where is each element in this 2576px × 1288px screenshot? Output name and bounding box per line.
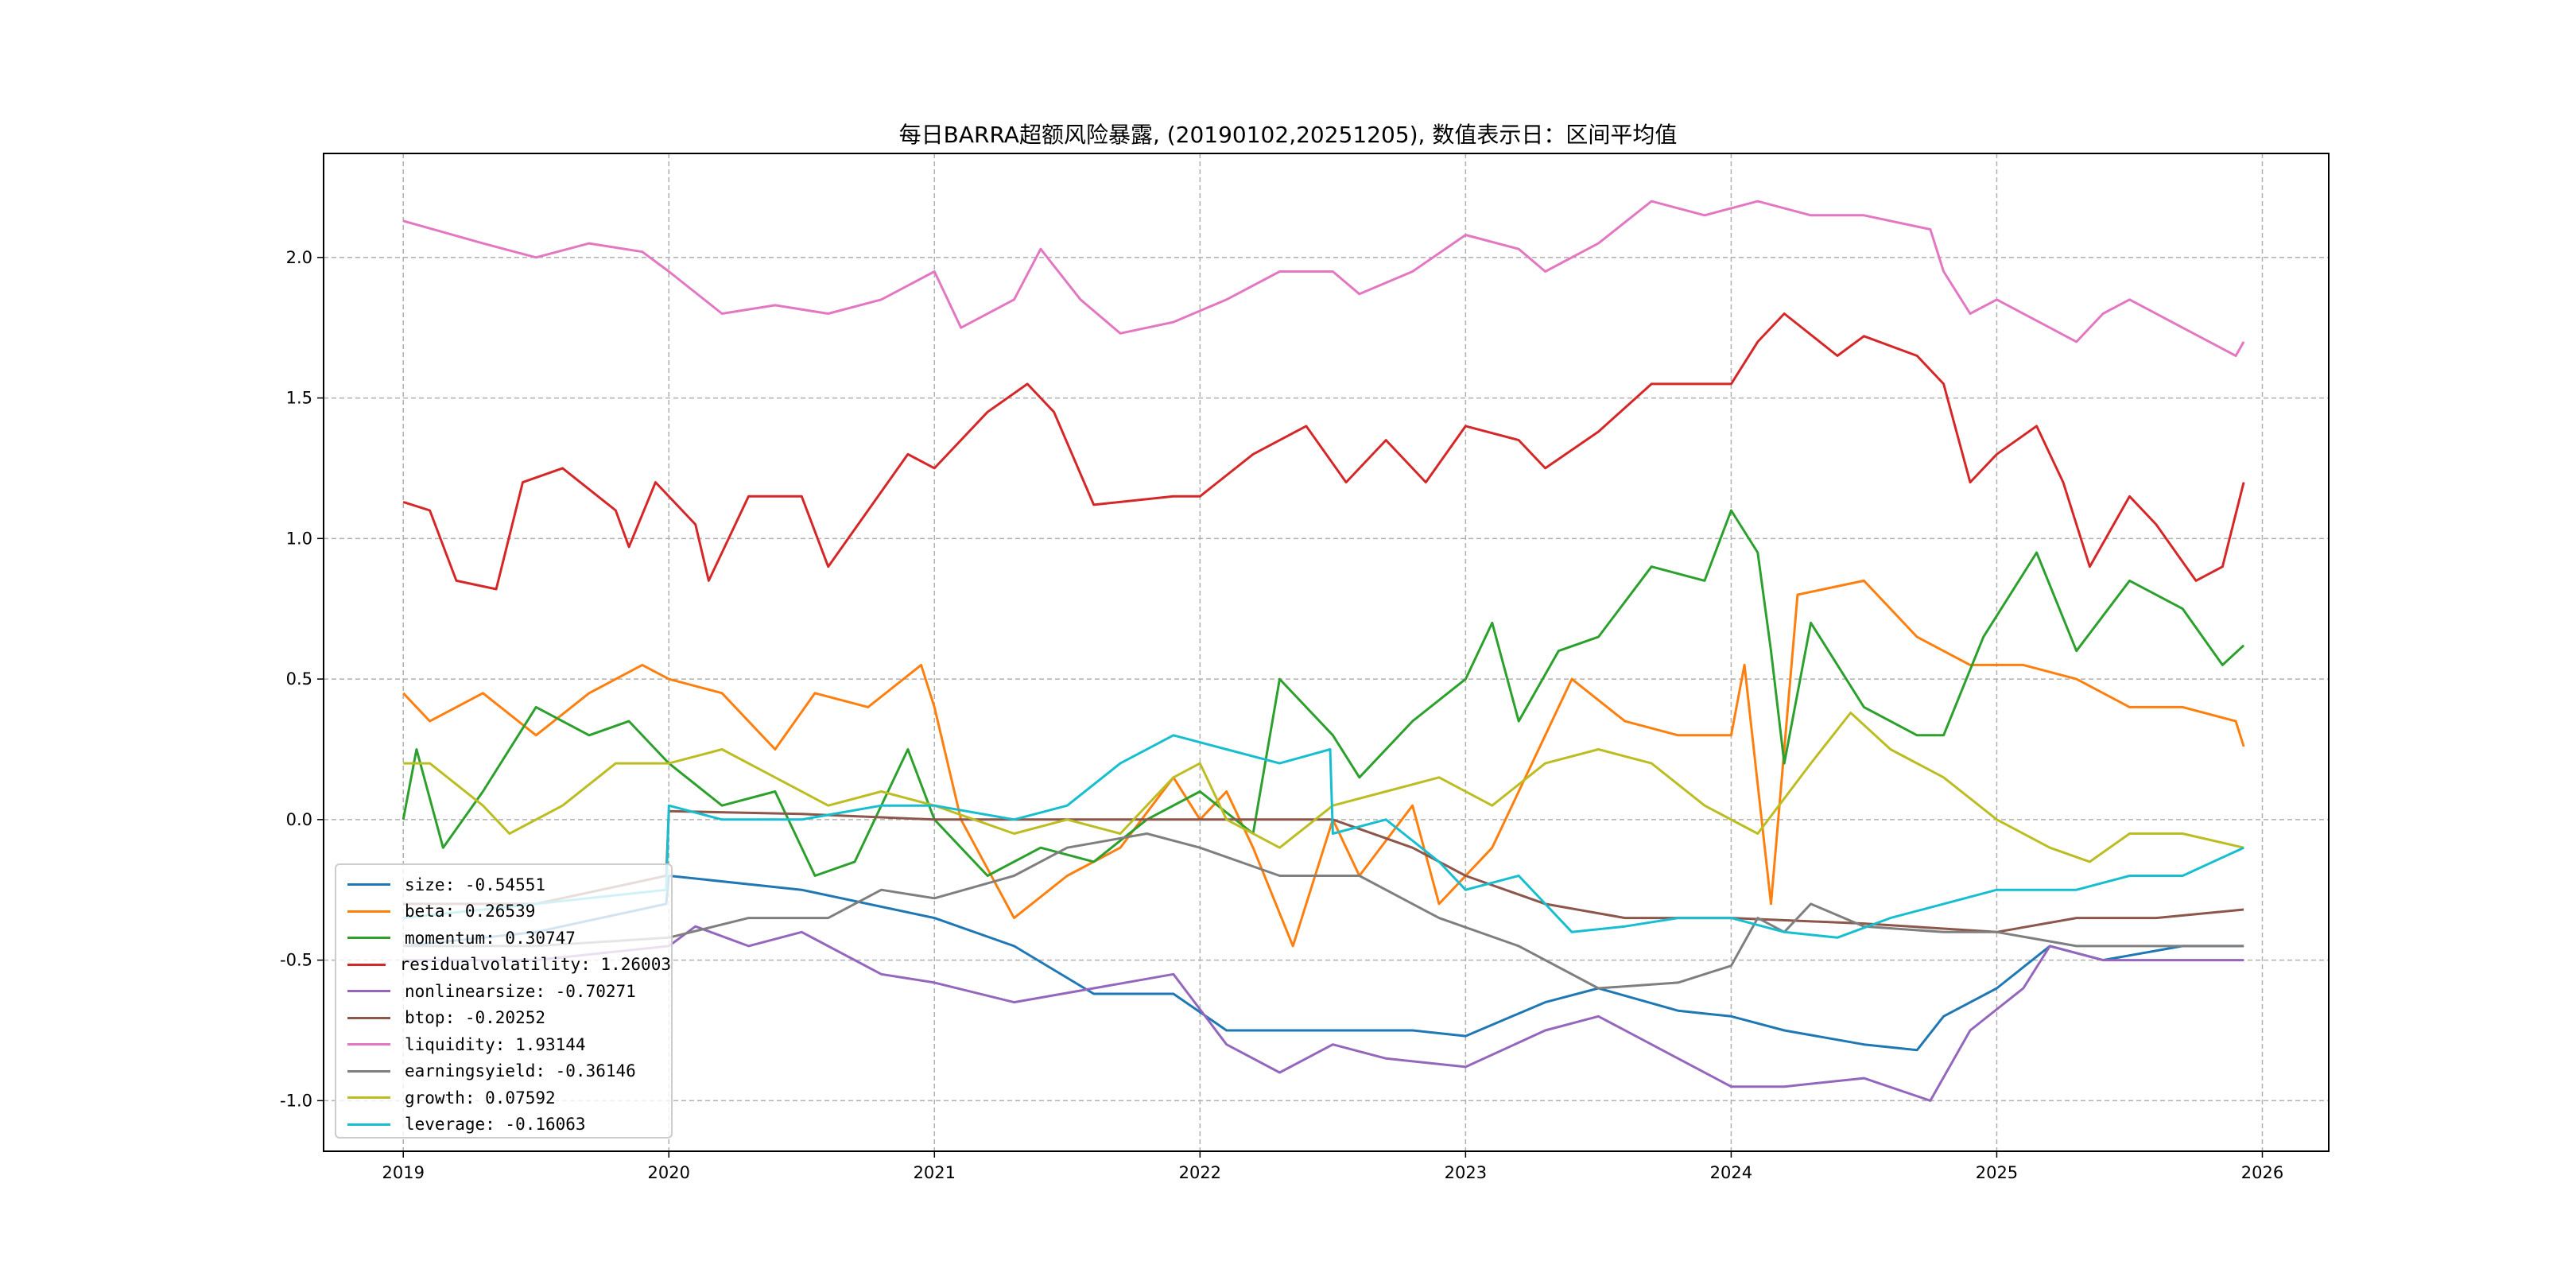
legend-swatch (347, 1069, 390, 1073)
legend-item-liquidity: liquidity: 1.93144 (347, 1031, 671, 1058)
series-line-nonlinearsize (403, 925, 2244, 1102)
legend-item-residualvolatility: residualvolatility: 1.26003 (347, 952, 671, 979)
legend-label: leverage: -0.16063 (405, 1115, 586, 1135)
series-lines (402, 200, 2245, 1102)
legend-label: beta: 0.26539 (405, 902, 536, 921)
legend-label: nonlinearsize: -0.70271 (405, 981, 636, 1001)
legend-swatch (347, 910, 390, 913)
y-tick-label: 1.5 (286, 389, 312, 408)
legend-swatch (347, 1096, 390, 1100)
x-tick-label: 2023 (1445, 1163, 1487, 1182)
legend-item-size: size: -0.54551 (347, 871, 671, 898)
legend-label: residualvolatility: 1.26003 (399, 955, 671, 975)
legend: size: -0.54551 beta: 0.26539 momentum: 0.3… (335, 863, 673, 1139)
legend-swatch (347, 883, 390, 886)
legend-label: earningsyield: -0.36146 (405, 1061, 636, 1081)
x-tick-label: 2020 (648, 1163, 690, 1182)
series-line-residualvolatility (402, 312, 2245, 591)
series-line-momentum (402, 509, 2245, 877)
series-line-beta (402, 579, 2245, 948)
legend-label: growth: 0.07592 (405, 1088, 556, 1108)
chart-title: 每日BARRA超额风险暴露, (20190102,20251205), 数值表示… (898, 122, 1678, 148)
legend-swatch (347, 963, 386, 966)
axes-frame (323, 153, 2330, 1152)
series-line-liquidity (402, 200, 2245, 357)
x-tick-label: 2021 (914, 1163, 956, 1182)
y-tick-label: -0.5 (280, 951, 312, 970)
y-tick-label: 1.0 (286, 529, 312, 548)
x-tick-label: 2024 (1710, 1163, 1752, 1182)
series-line-earningsyield (403, 832, 2244, 990)
legend-swatch (347, 1123, 390, 1126)
series-line-size (403, 875, 2244, 1052)
x-tick-label: 2019 (382, 1163, 424, 1182)
series-line-btop (403, 809, 2244, 933)
legend-swatch (347, 990, 390, 993)
axis-ticks: 2019 2020 2021 2022 2023 2024 2025 2026 -1.0 -0.5… (280, 248, 2283, 1182)
legend-swatch (347, 937, 390, 940)
legend-item-btop: btop: -0.20252 (347, 1005, 671, 1032)
legend-item-earningsyield: earningsyield: -0.36146 (347, 1058, 671, 1085)
x-tick-label: 2022 (1179, 1163, 1221, 1182)
x-tick-label: 2025 (1976, 1163, 2018, 1182)
y-tick-label: -1.0 (280, 1091, 312, 1110)
legend-label: liquidity: 1.93144 (405, 1034, 586, 1054)
legend-item-leverage: leverage: -0.16063 (347, 1111, 671, 1139)
series-line-growth (403, 712, 2244, 863)
legend-item-beta: beta: 0.26539 (347, 898, 671, 925)
x-tick-label: 2026 (2241, 1163, 2283, 1182)
legend-label: size: -0.54551 (405, 875, 546, 894)
legend-item-momentum: momentum: 0.30747 (347, 925, 671, 952)
legend-item-growth: growth: 0.07592 (347, 1084, 671, 1111)
legend-label: btop: -0.20252 (405, 1008, 546, 1028)
y-tick-label: 0.0 (286, 810, 312, 829)
legend-swatch (347, 1016, 390, 1019)
legend-item-nonlinearsize: nonlinearsize: -0.70271 (347, 978, 671, 1005)
y-tick-label: 0.5 (286, 669, 312, 689)
series-line-leverage (403, 734, 2244, 939)
y-tick-label: 2.0 (286, 248, 312, 267)
legend-label: momentum: 0.30747 (405, 928, 576, 948)
legend-swatch (347, 1043, 390, 1046)
